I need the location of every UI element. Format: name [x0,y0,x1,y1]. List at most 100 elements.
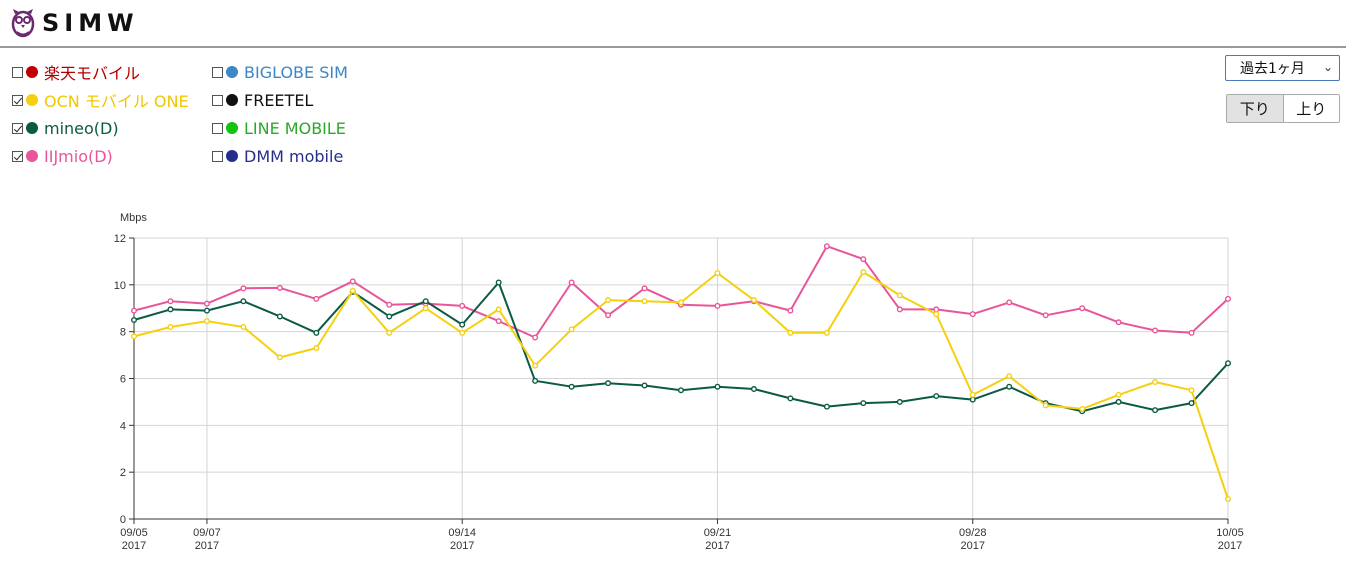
data-point [1006,299,1013,306]
data-point [714,302,721,309]
y-tick-label: 0 [120,514,126,526]
carrier-checkbox[interactable] [12,122,23,134]
carrier-option-iijmio[interactable]: IIJmio(D) [12,142,189,170]
data-point [568,279,575,286]
data-point [459,329,466,336]
carrier-color-dot [226,94,238,106]
carrier-checkbox[interactable] [212,150,223,162]
data-point [969,391,976,398]
carrier-label: OCN モバイル ONE [44,92,189,111]
data-point [130,307,137,314]
data-point [532,377,539,384]
carrier-option-mineo[interactable]: mineo(D) [12,114,189,142]
carrier-color-dot [26,94,38,106]
data-point [787,395,794,402]
data-point [167,306,174,313]
data-point [1188,400,1195,407]
x-tick-year-label: 2017 [1218,540,1242,552]
data-point [787,329,794,336]
data-point [203,300,210,307]
data-point [532,362,539,369]
y-tick-label: 6 [120,374,126,386]
carrier-color-dot [26,150,38,162]
data-point [276,313,283,320]
data-point [167,323,174,330]
data-point [678,299,685,306]
carrier-checkbox[interactable] [12,66,23,78]
carrier-checkbox[interactable] [212,94,223,106]
data-point [1079,305,1086,312]
logo-text: SIMW [42,9,139,37]
x-tick-label: 09/21 [704,527,732,539]
period-select-value: 過去1ヶ月 [1240,61,1305,77]
x-tick-label: 09/07 [193,527,221,539]
data-point [276,354,283,361]
data-point [130,333,137,340]
data-point [641,285,648,292]
y-tick-label: 8 [120,327,126,339]
carrier-label: DMM mobile [244,146,344,166]
data-point [240,285,247,292]
data-point [860,268,867,275]
data-point [495,306,502,313]
data-point [714,383,721,390]
x-tick-label: 09/05 [120,527,148,539]
data-point [568,326,575,333]
carrier-list-right: BIGLOBE SIM FREETEL LINE MOBILE DMM mobi… [212,58,348,170]
data-point [641,298,648,305]
carrier-label: IIJmio(D) [44,146,113,166]
data-point [605,380,612,387]
carrier-option-line-mobile[interactable]: LINE MOBILE [212,114,348,142]
data-point [605,297,612,304]
carrier-list-left: 楽天モバイル OCN モバイル ONE mineo(D) IIJmio(D) [12,58,189,170]
data-point [1152,407,1159,414]
carrier-option-freetel[interactable]: FREETEL [212,86,348,114]
data-point [714,270,721,277]
data-point [969,311,976,318]
logo[interactable]: SIMW [10,7,139,39]
data-point [750,386,757,393]
data-point [203,307,210,314]
carrier-checkbox[interactable] [12,150,23,162]
data-point [1006,383,1013,390]
data-point [1152,327,1159,334]
upload-button[interactable]: 上り [1283,95,1339,122]
data-point [1188,329,1195,336]
data-point [349,278,356,285]
x-tick-year-label: 2017 [122,540,146,552]
data-point [386,301,393,308]
carrier-option-rakuten[interactable]: 楽天モバイル [12,58,189,86]
carrier-color-dot [226,122,238,134]
data-point [568,383,575,390]
data-point [422,305,429,312]
data-point [240,298,247,305]
y-tick-label: 4 [120,420,126,432]
data-point [313,345,320,352]
data-point [1079,405,1086,412]
x-tick-label: 09/14 [448,527,476,539]
carrier-label: mineo(D) [44,118,119,138]
carrier-option-dmm[interactable]: DMM mobile [212,142,348,170]
carrier-option-ocn[interactable]: OCN モバイル ONE [12,86,189,114]
download-button[interactable]: 下り [1227,95,1284,122]
x-tick-year-label: 2017 [450,540,474,552]
data-point [532,334,539,341]
carrier-checkbox[interactable] [12,94,23,106]
carrier-option-biglobe[interactable]: BIGLOBE SIM [212,58,348,86]
chevron-down-icon: ⌄ [1322,60,1333,74]
carrier-color-dot [226,66,238,78]
data-point [860,400,867,407]
carrier-label: FREETEL [244,90,314,110]
data-point [641,382,648,389]
data-point [459,321,466,328]
data-point [240,323,247,330]
carrier-checkbox[interactable] [212,122,223,134]
data-point [1042,402,1049,409]
carrier-checkbox[interactable] [212,66,223,78]
data-point [203,318,210,325]
x-tick-year-label: 2017 [195,540,219,552]
data-point [823,243,830,250]
direction-toggle: 下り 上り [1226,94,1340,123]
period-select[interactable]: 過去1ヶ月 ⌄ [1225,55,1340,81]
data-point [969,396,976,403]
